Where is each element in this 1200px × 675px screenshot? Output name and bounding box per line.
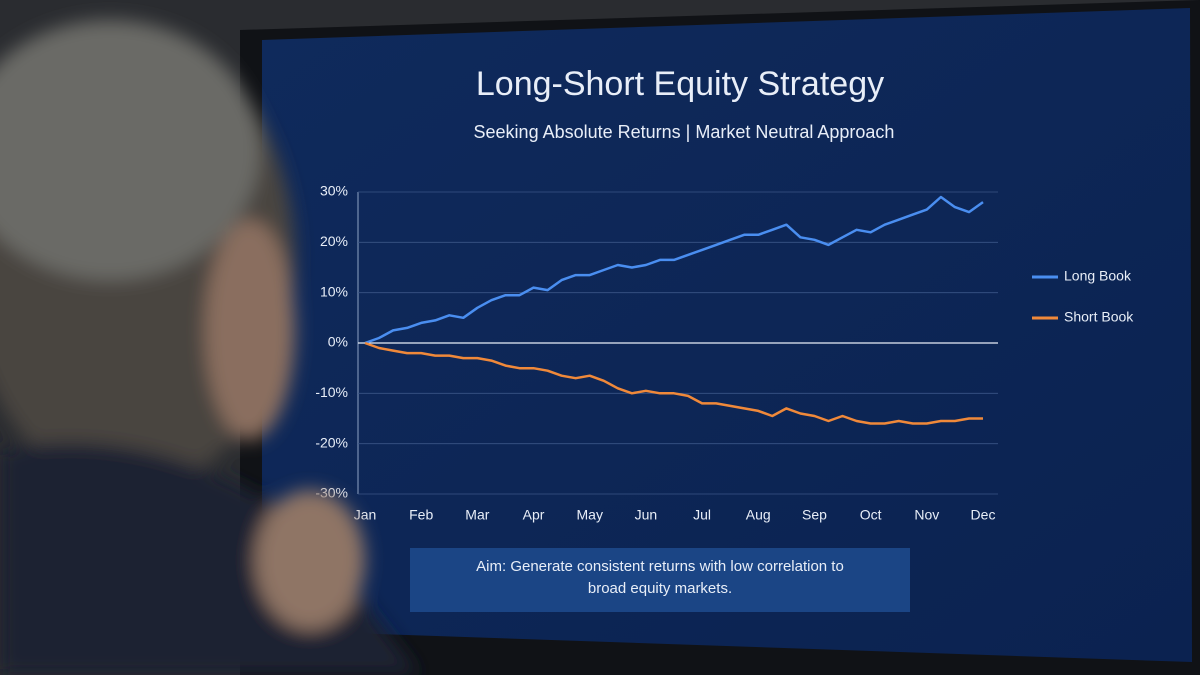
x-tick-label: Jan — [354, 507, 377, 523]
person — [0, 20, 420, 675]
x-tick-label: Feb — [409, 507, 433, 523]
x-tick-label: Mar — [465, 507, 489, 523]
x-tick-label: May — [577, 507, 603, 523]
annotation: Aim: Generate consistent returns with lo… — [476, 558, 844, 597]
x-tick-label: Aug — [746, 507, 771, 523]
legend-label: Short Book — [1064, 309, 1134, 325]
x-tick-label: Dec — [971, 507, 996, 523]
y-tick-label: 10% — [320, 283, 348, 299]
x-tick-label: Oct — [860, 507, 882, 523]
y-tick-label: -10% — [315, 384, 348, 400]
x-tick-label: Nov — [914, 507, 939, 523]
plot: -30%-20%-10%0%10%20%30%Jan Feb Mar Apr May Ju… — [315, 183, 1134, 523]
chart-title: Long-Short Equity Strategy — [476, 65, 884, 103]
chart-subtitle: Seeking Absolute Returns | Market Neutra… — [474, 122, 895, 142]
x-tick-label: Apr — [523, 507, 545, 523]
x-tick-label: Jul — [693, 507, 711, 523]
annotation-wrap: Aim: Generate consistent returns with lo… — [476, 558, 844, 597]
y-tick-label: 0% — [328, 334, 348, 350]
screen — [262, 8, 1192, 662]
legend-label: Long Book — [1064, 268, 1132, 284]
series-line — [364, 195, 984, 345]
x-tick-label: Jun — [635, 507, 658, 523]
x-tick-label: Sep — [802, 507, 827, 523]
annotation-box — [410, 548, 910, 612]
y-tick-label: 30% — [320, 183, 348, 199]
y-tick-label: -20% — [315, 434, 348, 450]
y-tick-label: 20% — [320, 233, 348, 249]
series-line — [364, 341, 983, 425]
